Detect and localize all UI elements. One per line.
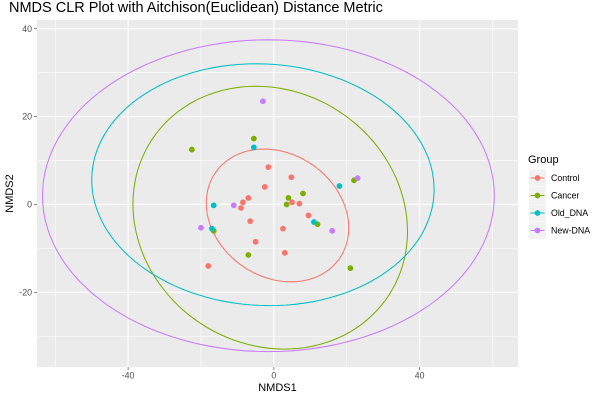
legend-label-old-dna: Old_DNA <box>551 208 588 218</box>
points-layer <box>188 98 361 272</box>
point-control <box>296 200 303 207</box>
legend-label-control: Control <box>551 173 579 183</box>
y-axis-title: NMDS2 <box>4 174 16 213</box>
y-tick-label: 40 <box>22 24 32 34</box>
legend-point-new-dna <box>534 227 541 234</box>
point-cancer <box>245 252 252 258</box>
ellipse-old-dna <box>91 63 435 307</box>
point-control <box>289 199 295 206</box>
point-control <box>245 194 252 201</box>
gridlines <box>37 20 518 367</box>
plot-panel <box>37 20 518 367</box>
legend-label-new-dna: New-DNA <box>551 226 590 236</box>
x-tick-label: 40 <box>415 371 425 381</box>
legend-title: Group <box>528 154 559 166</box>
point-new-dna <box>329 227 336 234</box>
legend-point-old-dna <box>534 210 541 216</box>
point-old-dna <box>250 144 257 151</box>
ellipse-new-dna <box>41 39 495 353</box>
point-control <box>239 199 246 206</box>
point-old-dna <box>336 183 343 189</box>
x-axis-title: NMDS1 <box>258 382 297 394</box>
point-cancer <box>285 194 292 201</box>
point-control <box>305 212 312 219</box>
legend-point-control <box>534 175 541 181</box>
legend: Group Control Cancer Old_DNA New-DNA <box>528 154 590 239</box>
ellipses-layer <box>41 39 495 353</box>
point-control <box>265 164 272 171</box>
y-tick-label: 20 <box>22 112 32 122</box>
x-tick-label: -40 <box>122 371 135 381</box>
y-axis-ticks: -20 0 20 40 <box>19 24 37 297</box>
y-tick-label: 0 <box>27 199 32 209</box>
point-cancer <box>300 190 306 197</box>
ellipse-control <box>205 148 350 283</box>
point-cancer <box>283 201 290 208</box>
y-tick-label: -20 <box>19 287 32 297</box>
point-old-dna <box>311 219 317 225</box>
point-control <box>205 263 212 269</box>
point-control <box>238 205 244 211</box>
point-control <box>247 218 254 225</box>
chart-title: NMDS CLR Plot with Aitchison(Euclidean) … <box>9 0 383 16</box>
point-control <box>281 249 288 256</box>
point-control <box>288 174 295 181</box>
x-tick-label: 0 <box>271 371 276 381</box>
point-control <box>261 184 268 190</box>
point-new-dna <box>198 224 204 231</box>
x-axis-ticks: -40 0 40 <box>122 367 425 381</box>
point-old-dna <box>210 202 217 209</box>
point-cancer <box>347 265 354 272</box>
legend-point-cancer <box>534 192 541 199</box>
ellipse-cancer <box>132 85 409 350</box>
legend-label-cancer: Cancer <box>551 191 579 201</box>
point-new-dna <box>230 202 237 209</box>
point-control <box>252 238 259 245</box>
point-new-dna <box>260 98 266 105</box>
point-cancer <box>188 146 195 153</box>
point-control <box>280 225 286 232</box>
point-old-dna <box>209 225 215 232</box>
point-new-dna <box>354 175 361 182</box>
point-cancer <box>250 135 257 142</box>
